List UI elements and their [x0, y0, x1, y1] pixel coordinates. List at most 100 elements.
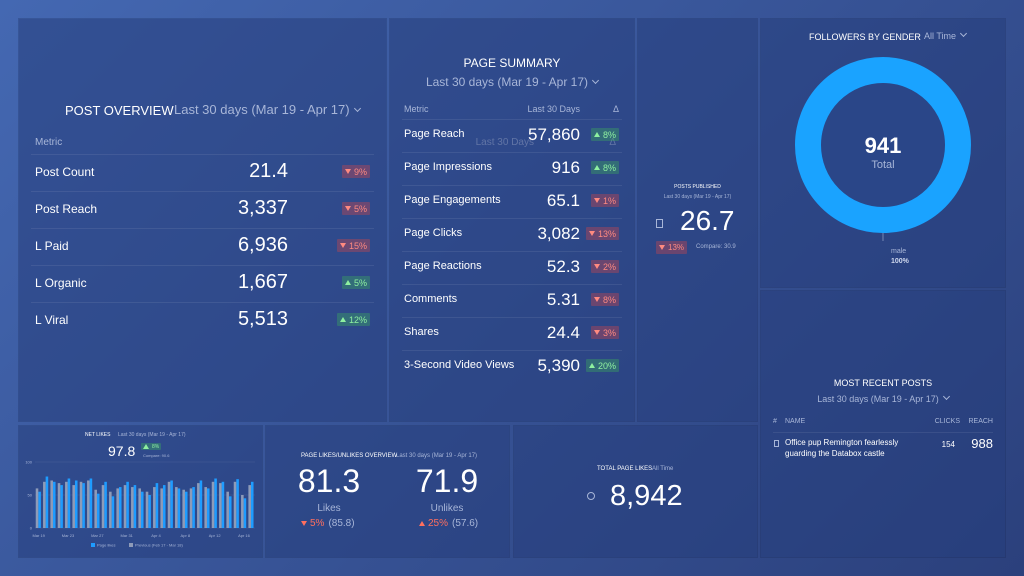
x-tick-label: Mar 31: [120, 533, 133, 538]
metric-name: Shares: [404, 326, 439, 339]
period[interactable]: Last 30 days (Mar 19 - Apr 17): [174, 102, 350, 117]
bar: [60, 485, 63, 528]
metric-name: Post Reach: [35, 201, 98, 216]
metric-name: Page Clicks: [404, 227, 463, 240]
delta-value: 1%: [602, 195, 616, 206]
row-divider: [773, 432, 993, 433]
bar: [206, 488, 210, 528]
delta-badge: 5%: [341, 202, 370, 215]
legend-swatch: [91, 543, 95, 547]
bar: [155, 483, 159, 528]
donut-segment: [795, 57, 971, 233]
row-divider: [402, 250, 622, 252]
bar: [219, 483, 222, 528]
kpi-value: 71.9: [415, 463, 479, 499]
bar: [140, 491, 144, 528]
bar: [214, 478, 217, 528]
row-divider: [31, 190, 374, 192]
bar: [170, 480, 173, 528]
delta-value: 8%: [602, 162, 616, 173]
bar: [177, 488, 181, 528]
delta-value: 15%: [348, 240, 367, 251]
donut-total: 941: [865, 133, 902, 158]
delta-badge: 5% (85.8): [301, 518, 355, 529]
post-overview-panel: POST OVERVIEW Last 30 days (Mar 19 - Apr…: [19, 19, 616, 421]
metric-value: 24.4: [546, 322, 580, 342]
column-header: NAME: [785, 418, 806, 425]
legend-label: Page likes: [97, 543, 115, 548]
delta-value: 13%: [597, 228, 616, 239]
period: Last 30 days (Mar 19 - Apr 17): [396, 453, 478, 459]
kpi-value: 26.7: [680, 205, 735, 236]
bar: [45, 476, 49, 528]
bar-chart: 0 50 100 Mar 19 Mar 23 Mar 27 Mar 31 Apr 4 Apr 8…: [25, 460, 255, 548]
delta-arrow: [339, 317, 346, 322]
delta-value: 5%: [353, 277, 367, 288]
likes-unlikes-panel: PAGE LIKES/UNLIKES OVERVIEW Last 30 days…: [266, 426, 509, 557]
bar: [233, 481, 237, 528]
bar: [89, 478, 93, 528]
column-header: REACH: [968, 418, 993, 425]
delta-arrow: [344, 206, 351, 211]
compare: (85.8): [328, 518, 355, 529]
bar: [82, 483, 85, 528]
bar: [109, 491, 112, 528]
bar: [123, 485, 127, 528]
posts-published-panel: POSTS PUBLISHED Last 30 days (Mar 19 - A…: [638, 19, 757, 421]
doc-icon: [656, 219, 663, 228]
bar: [79, 481, 83, 528]
bar: [204, 487, 207, 528]
legend-swatch: [129, 543, 133, 547]
period[interactable]: Last 30 days (Mar 19 - Apr 17): [425, 75, 589, 89]
metric-name: L Paid: [35, 238, 69, 253]
row-divider: [402, 151, 622, 153]
period-selector[interactable]: Last 30 days (Mar 19 - Apr 17): [761, 392, 1005, 404]
column-header: Δ: [612, 104, 619, 114]
metric-value: 52.3: [546, 256, 580, 276]
bar: [52, 481, 56, 528]
bar: [226, 491, 229, 528]
metric-name: Page Impressions: [404, 161, 493, 174]
y-tick-label: 100: [25, 460, 32, 465]
period-selector[interactable]: All Time: [924, 29, 968, 41]
delta-badge: 13%: [585, 227, 619, 240]
row-divider: [402, 283, 622, 285]
delta-badge: 25% (57.6): [419, 518, 478, 529]
period[interactable]: All Time: [924, 31, 957, 41]
metric-name: Post Count: [35, 164, 95, 179]
panel-title: NET LIKES: [85, 432, 111, 438]
bar: [160, 488, 163, 528]
bar: [104, 481, 107, 528]
delta-arrow: [593, 198, 600, 203]
row-divider: [31, 227, 374, 229]
bar: [74, 480, 78, 528]
x-tick-label: Apr 8: [181, 533, 191, 538]
delta-badge: 8%: [590, 293, 619, 306]
bar: [101, 485, 105, 528]
bar: [228, 496, 232, 528]
bar: [87, 480, 90, 528]
row-divider: [31, 264, 374, 266]
panel-title: FOLLOWERS BY GENDER: [809, 32, 921, 42]
delta-arrow: [301, 521, 307, 526]
row-divider: [402, 217, 622, 219]
delta-value: 12%: [348, 314, 367, 325]
delta-arrow: [143, 444, 149, 449]
period-selector[interactable]: Last 30 days (Mar 19 - Apr 17): [390, 75, 634, 89]
period-selector[interactable]: Last 30 days (Mar 19 - Apr 17): [174, 102, 361, 117]
metric-value: 65.1: [546, 190, 580, 210]
bar: [197, 483, 200, 528]
delta-value: 3%: [602, 327, 616, 338]
period[interactable]: Last 30 days (Mar 19 - Apr 17): [817, 394, 939, 404]
delta-arrow: [659, 245, 665, 250]
delta-value: 20%: [597, 360, 616, 371]
metric-value: 6,936: [237, 234, 288, 256]
kpi-value: 97.8: [108, 443, 136, 459]
row-divider: [402, 184, 622, 186]
segment-name: male: [891, 248, 906, 255]
delta-value: 5%: [310, 518, 325, 529]
bar: [43, 481, 46, 528]
bar: [175, 487, 178, 528]
x-tick-label: Mar 23: [62, 533, 75, 538]
